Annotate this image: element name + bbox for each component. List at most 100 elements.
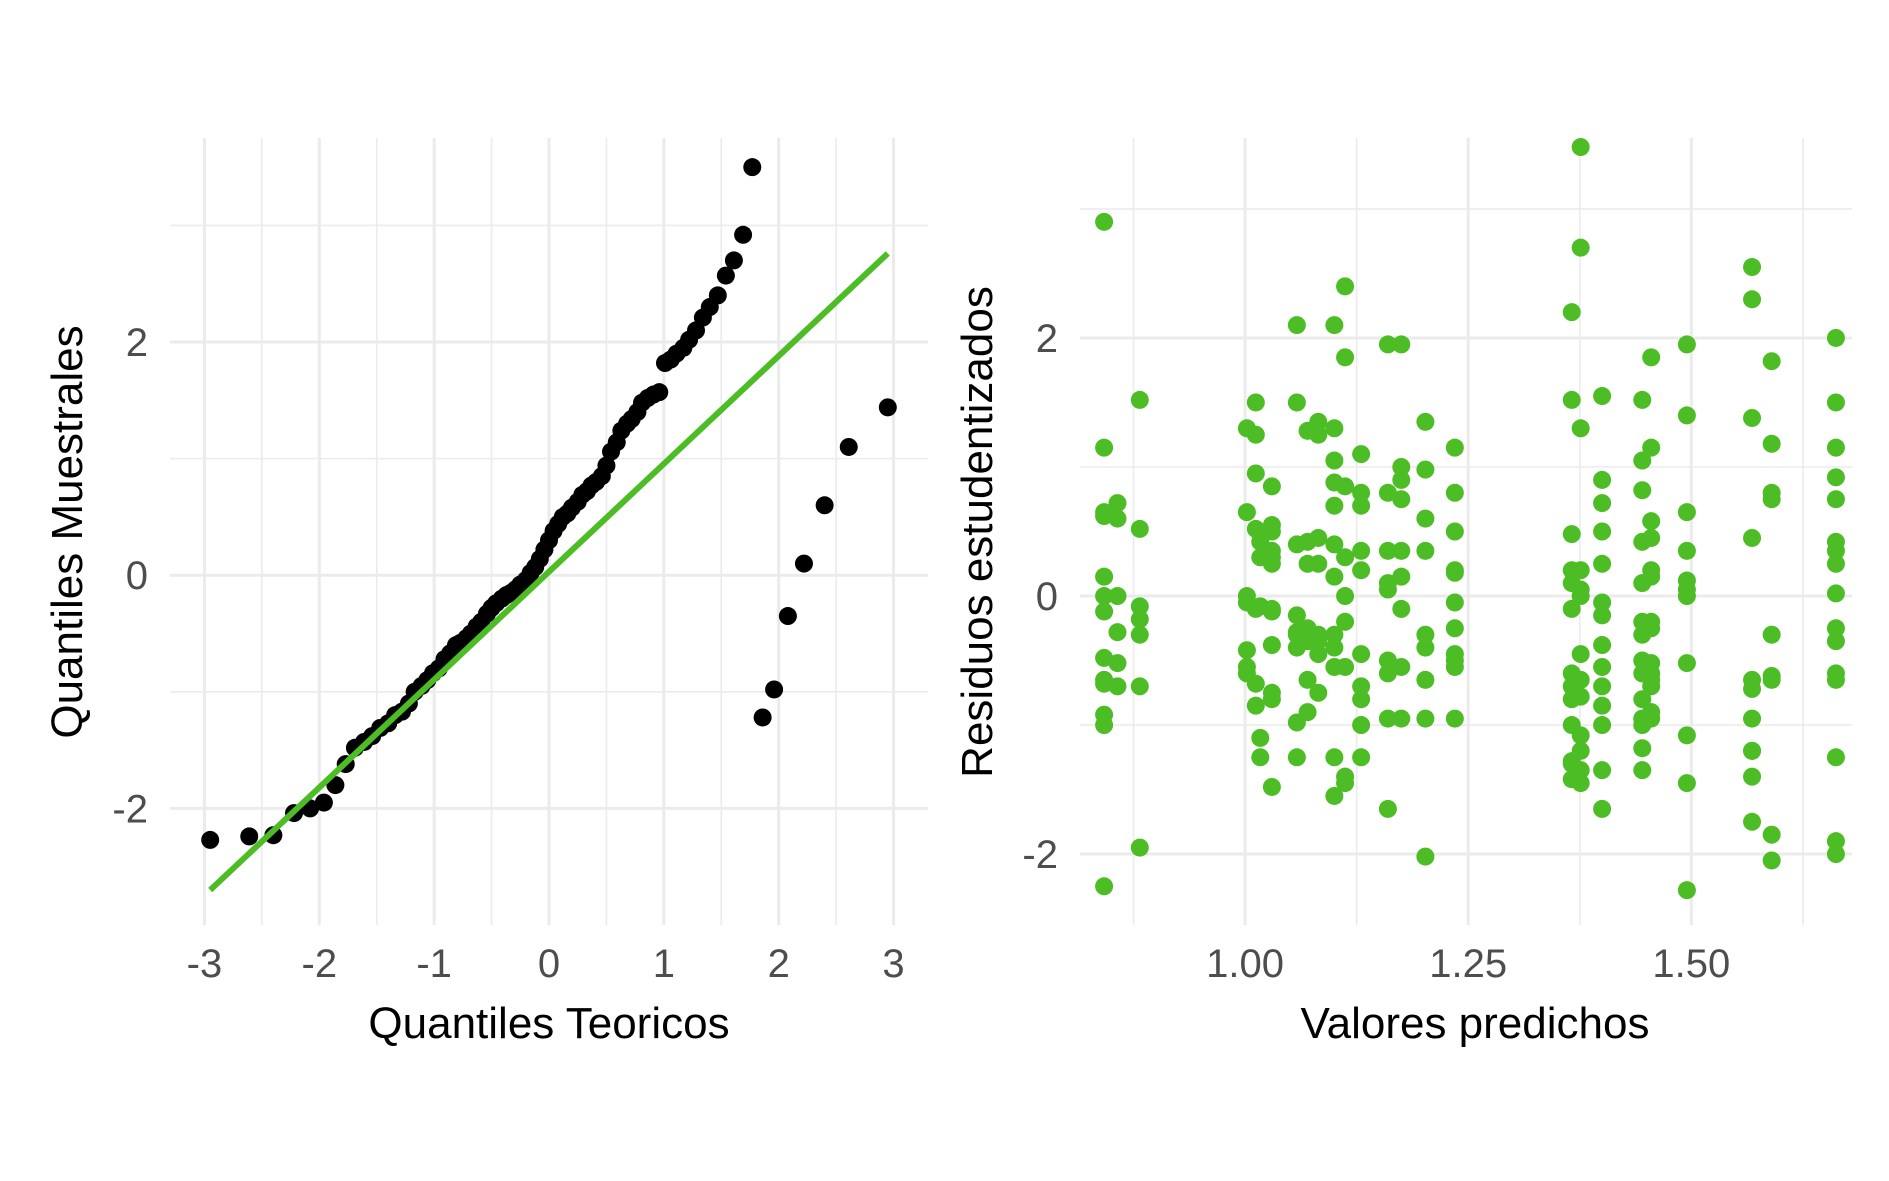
residuals-point — [1352, 716, 1371, 735]
residuals-point — [1642, 348, 1661, 367]
residuals-point — [1352, 483, 1371, 502]
residuals-point — [1826, 468, 1845, 487]
residuals-point — [1336, 587, 1355, 606]
residuals-point — [1593, 696, 1612, 715]
residuals-point — [1677, 774, 1696, 793]
qq-y-tick-labels: -2 0 2 — [112, 321, 148, 831]
residuals-point — [1130, 625, 1149, 644]
residuals-point — [1095, 674, 1114, 693]
residuals-point — [1287, 748, 1306, 767]
residuals-point — [1246, 393, 1265, 412]
residuals-point — [1325, 451, 1344, 470]
residuals-point — [1336, 348, 1355, 367]
qq-reference-line — [208, 251, 890, 893]
residuals-point — [1325, 638, 1344, 657]
residuals-point — [1445, 483, 1464, 502]
residuals-point — [1677, 406, 1696, 425]
residuals-point — [1642, 528, 1661, 547]
qq-y-tick-label: -2 — [112, 787, 148, 831]
qq-point — [597, 456, 616, 475]
residuals-point — [1571, 726, 1590, 745]
residuals-x-tick-labels: 1.00 1.25 1.50 — [1206, 942, 1730, 986]
residuals-point — [1571, 138, 1590, 157]
residuals-point — [1743, 290, 1762, 309]
residuals-point — [1633, 390, 1652, 409]
residuals-point — [1762, 851, 1781, 870]
residuals-point — [1593, 657, 1612, 676]
residuals-point — [1095, 438, 1114, 457]
residuals-point — [1251, 748, 1270, 767]
residuals-point — [1593, 494, 1612, 513]
residuals-point — [1416, 509, 1435, 528]
residuals-point — [1392, 709, 1411, 728]
residuals-point — [1262, 477, 1281, 496]
residuals-point — [1416, 709, 1435, 728]
residuals-point — [1325, 496, 1344, 515]
qq-x-tick-label: 1 — [653, 942, 675, 986]
residuals-point — [1562, 599, 1581, 618]
residuals-point — [1677, 726, 1696, 745]
residuals-point — [1251, 728, 1270, 747]
residuals-x-tick-label: 1.00 — [1206, 942, 1284, 986]
residuals-point — [1095, 877, 1114, 896]
residuals-point — [1352, 748, 1371, 767]
residuals-point — [1095, 567, 1114, 586]
residuals-point — [1108, 587, 1127, 606]
qq-point — [708, 286, 727, 305]
qq-point — [724, 251, 743, 270]
residuals-point — [1108, 623, 1127, 642]
residuals-point — [1633, 761, 1652, 780]
residuals-point — [1826, 393, 1845, 412]
residuals-point — [1593, 606, 1612, 625]
residuals-point — [1826, 748, 1845, 767]
residuals-point — [1262, 554, 1281, 573]
residuals-point — [1571, 774, 1590, 793]
residuals-point — [1325, 625, 1344, 644]
residuals-point — [1593, 593, 1612, 612]
residuals-point — [1352, 690, 1371, 709]
residuals-point — [1325, 535, 1344, 554]
residuals-point — [1352, 645, 1371, 664]
residuals-point — [1336, 477, 1355, 496]
residuals-point — [1262, 777, 1281, 796]
qq-reference-line-group — [208, 251, 890, 893]
residuals-point — [1633, 690, 1652, 709]
residuals-point — [1298, 703, 1317, 722]
qq-point — [815, 496, 834, 515]
residuals-x-axis-title: Valores predichos — [1301, 999, 1650, 1048]
residuals-point — [1826, 584, 1845, 603]
residuals-point — [1352, 541, 1371, 560]
residuals-x-tick-label: 1.25 — [1429, 942, 1507, 986]
residuals-point — [1262, 599, 1281, 618]
residuals-point — [1416, 460, 1435, 479]
residuals-point — [1416, 541, 1435, 560]
residuals-point — [1571, 580, 1590, 599]
residuals-point — [1677, 654, 1696, 673]
qq-x-tick-label: -3 — [187, 942, 223, 986]
qq-x-tick-labels: -3 -2 -1 0 1 2 3 — [187, 942, 905, 986]
residuals-point — [1593, 387, 1612, 406]
residuals-point — [1262, 636, 1281, 655]
residuals-point — [1826, 328, 1845, 347]
residuals-point — [1392, 599, 1411, 618]
residuals-point — [1336, 277, 1355, 296]
residuals-point — [1743, 408, 1762, 427]
residuals-point — [1743, 767, 1762, 786]
qq-x-tick-label: 2 — [768, 942, 790, 986]
residuals-point — [1246, 674, 1265, 693]
residuals-point — [1378, 799, 1397, 818]
residuals-point — [1762, 625, 1781, 644]
residuals-point — [1445, 709, 1464, 728]
residuals-point — [1416, 412, 1435, 431]
residuals-point — [1826, 632, 1845, 651]
residuals-point — [1571, 741, 1590, 760]
residuals-point — [1571, 645, 1590, 664]
residuals-point — [1325, 316, 1344, 335]
residuals-point — [1336, 774, 1355, 793]
residuals-point — [1743, 679, 1762, 698]
residuals-point — [1593, 554, 1612, 573]
residuals-point — [1130, 677, 1149, 696]
residuals-point — [1743, 258, 1762, 277]
residuals-point — [1633, 481, 1652, 500]
residuals-point — [1571, 419, 1590, 438]
